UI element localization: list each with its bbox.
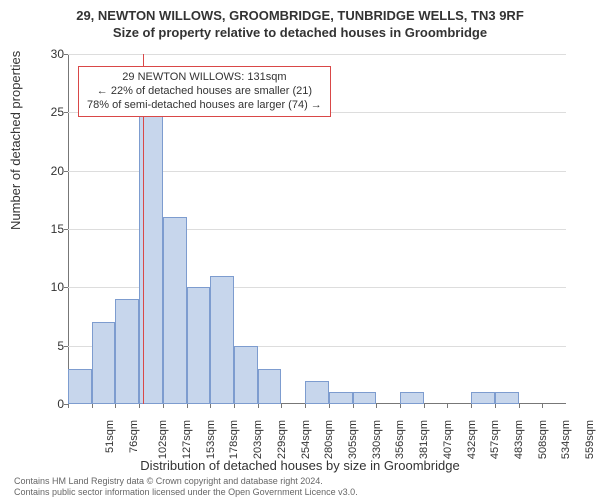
x-tick-label: 254sqm (300, 420, 312, 459)
x-tick-mark (115, 404, 116, 408)
chart-title-address: 29, NEWTON WILLOWS, GROOMBRIDGE, TUNBRID… (0, 8, 600, 23)
x-tick-mark (92, 404, 93, 408)
y-tick-label: 0 (42, 397, 64, 411)
y-tick-label: 15 (42, 222, 64, 236)
histogram-bar (329, 392, 353, 404)
x-tick-label: 381sqm (418, 420, 430, 459)
annotation-line-2: ← 22% of detached houses are smaller (21… (87, 85, 322, 99)
x-tick-mark (471, 404, 472, 408)
x-tick-label: 407sqm (442, 420, 454, 459)
annotation-line-1: 29 NEWTON WILLOWS: 131sqm (87, 71, 322, 85)
x-axis-title: Distribution of detached houses by size … (0, 458, 600, 473)
histogram-bar (353, 392, 377, 404)
x-tick-mark (519, 404, 520, 408)
x-tick-label: 356sqm (395, 420, 407, 459)
x-tick-mark (68, 404, 69, 408)
y-tick-mark (64, 54, 68, 55)
x-tick-mark (234, 404, 235, 408)
y-tick-label: 25 (42, 105, 64, 119)
chart-area: 29 NEWTON WILLOWS: 131sqm ← 22% of detac… (68, 54, 566, 404)
credit-line-1: Contains HM Land Registry data © Crown c… (14, 476, 586, 486)
x-tick-mark (187, 404, 188, 408)
x-tick-mark (210, 404, 211, 408)
credit-line-3: Contains public sector information licen… (14, 487, 586, 497)
histogram-bar (68, 369, 92, 404)
y-axis-title: Number of detached properties (8, 51, 23, 230)
histogram-bar (210, 276, 234, 404)
histogram-bar (495, 392, 519, 404)
y-tick-mark (64, 346, 68, 347)
y-tick-mark (64, 171, 68, 172)
y-tick-label: 30 (42, 47, 64, 61)
x-tick-label: 534sqm (561, 420, 573, 459)
x-tick-label: 153sqm (205, 420, 217, 459)
y-tick-mark (64, 287, 68, 288)
x-tick-label: 102sqm (157, 420, 169, 459)
chart-title-subtitle: Size of property relative to detached ho… (0, 25, 600, 40)
annotation-box: 29 NEWTON WILLOWS: 131sqm ← 22% of detac… (78, 66, 331, 117)
x-tick-label: 280sqm (323, 420, 335, 459)
x-tick-label: 127sqm (181, 420, 193, 459)
histogram-bar (187, 287, 211, 404)
histogram-bar (163, 217, 187, 404)
x-tick-mark (258, 404, 259, 408)
x-tick-label: 559sqm (584, 420, 596, 459)
x-tick-mark (400, 404, 401, 408)
x-tick-mark (329, 404, 330, 408)
annotation-line-3: 78% of semi-detached houses are larger (… (87, 99, 322, 113)
histogram-bar (305, 381, 329, 404)
x-tick-mark (139, 404, 140, 408)
x-tick-mark (305, 404, 306, 408)
histogram-bar (471, 392, 495, 404)
x-tick-mark (447, 404, 448, 408)
histogram-bar (234, 346, 258, 404)
x-tick-label: 76sqm (128, 420, 140, 453)
x-tick-mark (542, 404, 543, 408)
x-tick-label: 457sqm (489, 420, 501, 459)
x-tick-mark (163, 404, 164, 408)
y-tick-mark (64, 112, 68, 113)
x-tick-mark (495, 404, 496, 408)
y-tick-label: 20 (42, 164, 64, 178)
histogram-bar (92, 322, 116, 404)
x-tick-label: 508sqm (537, 420, 549, 459)
histogram-bar (258, 369, 282, 404)
x-tick-label: 305sqm (347, 420, 359, 459)
y-tick-label: 5 (42, 339, 64, 353)
x-tick-mark (424, 404, 425, 408)
x-tick-label: 483sqm (513, 420, 525, 459)
x-tick-mark (281, 404, 282, 408)
y-tick-label: 10 (42, 280, 64, 294)
data-credit: Contains HM Land Registry data © Crown c… (14, 476, 586, 497)
x-tick-label: 51sqm (104, 420, 116, 453)
x-tick-label: 330sqm (371, 420, 383, 459)
x-tick-label: 178sqm (229, 420, 241, 459)
x-tick-mark (376, 404, 377, 408)
x-tick-label: 203sqm (252, 420, 264, 459)
x-tick-label: 432sqm (466, 420, 478, 459)
x-tick-label: 229sqm (276, 420, 288, 459)
histogram-bar (400, 392, 424, 404)
y-tick-mark (64, 229, 68, 230)
histogram-bar (115, 299, 139, 404)
x-tick-mark (353, 404, 354, 408)
